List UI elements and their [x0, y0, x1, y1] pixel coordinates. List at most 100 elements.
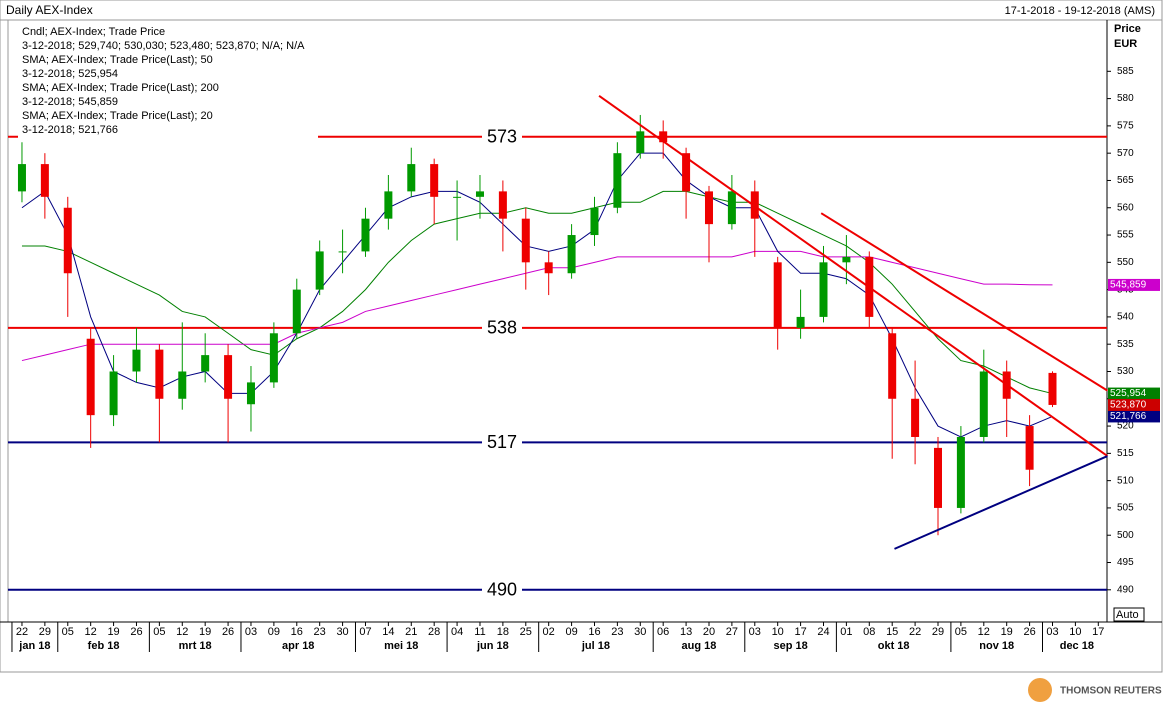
legend-bg — [18, 22, 318, 140]
x-tick-label: 20 — [703, 626, 715, 638]
y-tick-label: 500 — [1117, 530, 1134, 541]
x-tick-label: 22 — [16, 626, 28, 638]
y-tick-label: 505 — [1117, 503, 1134, 514]
y-axis-label: Price — [1114, 23, 1141, 35]
candle-body — [979, 371, 988, 437]
candle-body — [109, 371, 118, 416]
x-tick-label: 16 — [291, 626, 303, 638]
month-label: feb 18 — [88, 640, 120, 652]
y-tick-label: 565 — [1117, 175, 1134, 186]
price-badge-label: 545,859 — [1110, 280, 1147, 291]
x-tick-label: 27 — [726, 626, 738, 638]
auto-box[interactable] — [1113, 607, 1145, 622]
month-label: apr 18 — [282, 640, 314, 652]
candle-body — [567, 235, 576, 274]
x-tick-label: 09 — [268, 626, 280, 638]
candle-body — [796, 316, 805, 328]
candle-body — [613, 153, 622, 208]
x-tick-label: 17 — [794, 626, 806, 638]
candle-body — [338, 251, 347, 253]
x-tick-label: 07 — [359, 626, 371, 638]
candle-body — [956, 436, 965, 508]
x-tick-label: 19 — [199, 626, 211, 638]
candle-body — [659, 131, 668, 143]
month-label: nov 18 — [979, 640, 1014, 652]
x-tick-label: 26 — [130, 626, 142, 638]
scale-label: Auto — [1116, 609, 1139, 621]
y-tick-label: 495 — [1117, 557, 1134, 568]
candle-body — [727, 191, 736, 225]
sma-line — [21, 152, 1053, 438]
legend-entry: 3-12-2018; 529,740; 530,030; 523,480; 52… — [22, 40, 259, 52]
x-tick-label: 08 — [863, 626, 875, 638]
candle-body — [361, 218, 370, 252]
candle-body — [201, 355, 210, 372]
trendline — [820, 212, 1108, 392]
candle-body — [475, 191, 484, 197]
x-tick-label: 26 — [1023, 626, 1035, 638]
legend-entry: 3-12-2018; 525,954 — [22, 68, 118, 80]
price-badge — [1108, 278, 1160, 291]
x-tick-label: 02 — [543, 626, 555, 638]
candle-body — [842, 256, 851, 263]
candle-body — [933, 447, 942, 508]
legend-entry: SMA; AEX-Index; Trade Price(Last); 50 — [22, 54, 213, 66]
price-badge-label: 523,870 — [1110, 400, 1147, 411]
candle-body — [224, 355, 233, 399]
candle-body — [521, 218, 530, 263]
date-range: 17-1-2018 - 19-12-2018 (AMS) — [1005, 5, 1155, 17]
x-tick-label: 28 — [428, 626, 440, 638]
x-tick-label: 10 — [772, 626, 784, 638]
price-badge — [1108, 410, 1160, 423]
candle-body — [590, 207, 599, 236]
candle-body — [819, 262, 828, 317]
sma-line — [21, 190, 1053, 395]
x-tick-label: 18 — [497, 626, 509, 638]
candle-body — [178, 371, 187, 399]
candle-body — [407, 164, 416, 192]
level-label: 490 — [487, 580, 517, 600]
candle-body — [384, 191, 393, 219]
x-tick-label: 03 — [1046, 626, 1058, 638]
x-tick-label: 25 — [520, 626, 532, 638]
x-tick-label: 11 — [474, 626, 485, 638]
candle-body — [773, 262, 782, 328]
x-tick-label: 05 — [62, 626, 74, 638]
month-label: aug 18 — [682, 640, 717, 652]
x-tick-label: 21 — [405, 626, 417, 638]
logo: THOMSON REUTERS — [1060, 686, 1162, 697]
chart-title: Daily AEX-Index — [6, 3, 93, 17]
candle-body — [40, 164, 49, 197]
trendline — [598, 95, 1109, 457]
y-tick-label: 585 — [1117, 66, 1134, 77]
candle-body — [86, 338, 95, 416]
x-tick-label: 03 — [245, 626, 257, 638]
candle-body — [292, 289, 301, 334]
x-tick-label: 16 — [588, 626, 600, 638]
x-tick-label: 26 — [222, 626, 234, 638]
candle-body — [636, 131, 645, 154]
month-label: jul 18 — [581, 640, 610, 652]
level-label: 538 — [487, 318, 517, 338]
x-tick-label: 03 — [749, 626, 761, 638]
trendline — [894, 455, 1108, 550]
x-tick-label: 04 — [451, 626, 463, 638]
sma-line — [21, 250, 1053, 362]
candle-body — [155, 349, 164, 399]
x-tick-label: 30 — [634, 626, 646, 638]
candle-body — [498, 191, 507, 219]
x-tick-label: 10 — [1069, 626, 1081, 638]
legend-suffix: N/A; N/A — [262, 40, 305, 52]
candle-body — [1048, 372, 1057, 405]
level-label-bg — [482, 579, 522, 600]
x-tick-label: 23 — [314, 626, 326, 638]
candle-body — [911, 398, 920, 437]
candle-body — [269, 333, 278, 383]
x-tick-label: 09 — [565, 626, 577, 638]
y-tick-label: 510 — [1117, 475, 1134, 486]
x-tick-label: 15 — [886, 626, 898, 638]
price-badge-label: 525,954 — [1110, 388, 1147, 399]
level-label: 573 — [487, 127, 517, 147]
logo-icon — [1028, 678, 1052, 702]
candle-body — [1025, 426, 1034, 470]
